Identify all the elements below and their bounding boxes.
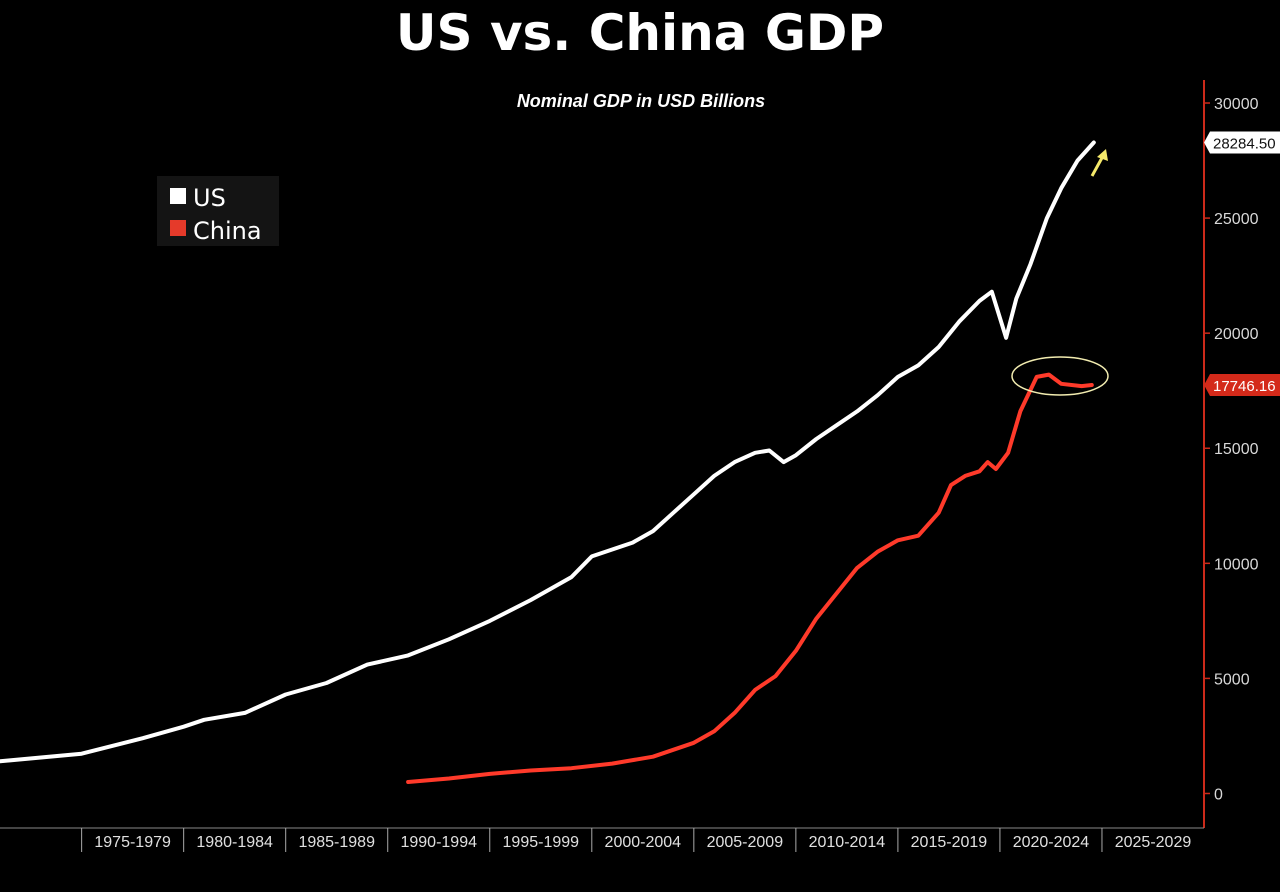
last-value-text: 28284.50 [1213, 135, 1276, 152]
y-tick-label: 0 [1214, 786, 1223, 803]
value-labels: 28284.50 17746.16 [1204, 131, 1280, 397]
chart-title: US vs. China GDP [395, 4, 885, 62]
x-tick-label: 1995-1999 [503, 834, 580, 851]
y-tick-label: 20000 [1214, 326, 1259, 343]
last-value-tag [1204, 374, 1280, 397]
x-tick-label: 2010-2014 [809, 834, 886, 851]
x-axis: 1975-1979 1980-1984 1985-1989 1990-1994 1995… [81, 828, 1192, 852]
last-value-label-china: 17746.16 [1204, 374, 1280, 397]
x-tick-label: 2000-2004 [605, 834, 682, 851]
x-tick-label: 1980-1984 [196, 834, 273, 851]
chart-subtitle: Nominal GDP in USD Billions [517, 91, 765, 111]
x-tick-label: 1990-1994 [400, 834, 477, 851]
x-tick-label: 2015-2019 [911, 834, 988, 851]
series-line-china [406, 372, 1094, 784]
legend-swatch-china [170, 220, 186, 236]
x-tick-label: 2005-2009 [707, 834, 784, 851]
upward-arrow-icon [1090, 149, 1108, 177]
last-value-label-us: 28284.50 [1204, 131, 1280, 154]
series-line-us [0, 140, 1096, 764]
series-group [0, 140, 1096, 784]
y-tick-label: 30000 [1214, 96, 1259, 113]
y-axis: 0 5000 10000 15000 20000 25000 30000 [1204, 96, 1259, 803]
y-tick-label: 5000 [1214, 671, 1250, 688]
china-peak-highlight-ellipse [1011, 356, 1109, 396]
legend-label-china: China [193, 217, 262, 245]
legend: US China [157, 176, 279, 246]
legend-swatch-us [170, 188, 186, 204]
x-tick-label: 2020-2024 [1013, 834, 1090, 851]
y-tick-label: 25000 [1214, 211, 1259, 228]
legend-label-us: US [193, 184, 226, 212]
last-value-text: 17746.16 [1213, 378, 1276, 395]
last-value-tag [1204, 131, 1280, 154]
y-tick-label: 15000 [1214, 441, 1259, 458]
x-tick-label: 1975-1979 [94, 834, 171, 851]
x-tick-label: 2025-2029 [1115, 834, 1192, 851]
y-tick-label: 10000 [1214, 556, 1259, 573]
x-tick-label: 1985-1989 [298, 834, 375, 851]
